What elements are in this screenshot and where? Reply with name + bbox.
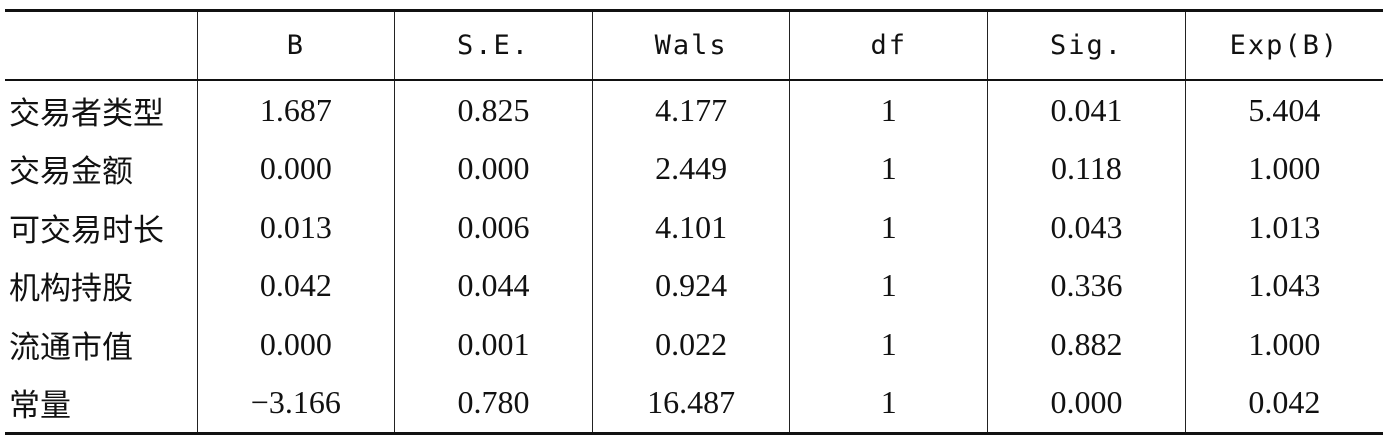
- table-head: B S.E. Wals df Sig. Exp(B): [5, 10, 1383, 81]
- row-label: 机构持股: [9, 271, 133, 308]
- data-cell: 1.687: [196, 80, 395, 140]
- data-cell: 0.001: [394, 315, 593, 374]
- header-cell: Wals: [591, 10, 790, 80]
- data-cell: 0.022: [591, 315, 790, 374]
- data-cell: 2.449: [591, 139, 790, 198]
- row-label: 可交易时长: [9, 212, 164, 249]
- row-label: 交易者类型: [9, 95, 164, 132]
- table-row: 流通市值 0.000 0.001 0.022 1 0.882 1.000: [5, 315, 1383, 374]
- table-row: 交易者类型 1.687 0.825 4.177 1 0.041 5.404: [5, 80, 1383, 140]
- data-cell: 0.000: [196, 315, 395, 374]
- data-cell: 0.043: [987, 198, 1186, 257]
- data-cell: 0.882: [987, 315, 1186, 374]
- header-cell: S.E.: [394, 10, 593, 80]
- data-cell: 0.118: [987, 139, 1186, 198]
- data-cell: 16.487: [591, 373, 790, 434]
- data-cell: 0.780: [394, 373, 593, 434]
- data-cell: 0.044: [394, 256, 593, 315]
- data-cell: 0.000: [987, 373, 1186, 434]
- header-cell: B: [196, 10, 395, 80]
- table-row: 交易金额 0.000 0.000 2.449 1 0.118 1.000: [5, 139, 1383, 198]
- data-cell: 4.101: [591, 198, 790, 257]
- data-cell: 4.177: [591, 80, 790, 140]
- data-cell: 0.041: [987, 80, 1186, 140]
- data-cell: 1: [789, 256, 988, 315]
- table-row: 常量 −3.166 0.780 16.487 1 0.000 0.042: [5, 373, 1383, 434]
- data-cell: 1.000: [1184, 315, 1383, 374]
- regression-table: B S.E. Wals df Sig. Exp(B) 交易者类型 1.687 0.825 4.1…: [5, 9, 1383, 435]
- row-label: 常量: [9, 388, 71, 425]
- table-wrap: B S.E. Wals df Sig. Exp(B) 交易者类型 1.687 0.825 4.1…: [5, 9, 1383, 435]
- data-cell: 0.000: [394, 139, 593, 198]
- data-cell: 1: [789, 315, 988, 374]
- header-row: B S.E. Wals df Sig. Exp(B): [5, 10, 1383, 81]
- data-cell: 1.000: [1184, 139, 1383, 198]
- table-row: 可交易时长 0.013 0.006 4.101 1 0.043 1.013: [5, 198, 1383, 257]
- data-cell: 0.924: [591, 256, 790, 315]
- data-cell: 1: [789, 198, 988, 257]
- data-cell: 0.000: [196, 139, 395, 198]
- data-cell: −3.166: [196, 373, 395, 434]
- header-cell: df: [789, 10, 988, 80]
- data-cell: 0.042: [196, 256, 395, 315]
- data-cell: 1: [789, 373, 988, 434]
- row-label: 交易金额: [9, 154, 133, 191]
- data-cell: 1.043: [1184, 256, 1383, 315]
- header-cell: Sig.: [987, 10, 1186, 80]
- data-cell: 1: [789, 139, 988, 198]
- data-cell: 0.013: [196, 198, 395, 257]
- data-cell: 1.013: [1184, 198, 1383, 257]
- row-label: 流通市值: [9, 329, 133, 366]
- data-cell: 0.006: [394, 198, 593, 257]
- data-cell: 0.825: [394, 80, 593, 140]
- data-cell: 1: [789, 80, 988, 140]
- corner-cell: [5, 11, 197, 81]
- data-cell: 0.042: [1184, 373, 1383, 434]
- table-body: 交易者类型 1.687 0.825 4.177 1 0.041 5.404 交易金额 0.000…: [5, 80, 1383, 434]
- data-cell: 5.404: [1184, 80, 1383, 140]
- header-cell: Exp(B): [1184, 10, 1383, 80]
- data-cell: 0.336: [987, 256, 1186, 315]
- table-row: 机构持股 0.042 0.044 0.924 1 0.336 1.043: [5, 256, 1383, 315]
